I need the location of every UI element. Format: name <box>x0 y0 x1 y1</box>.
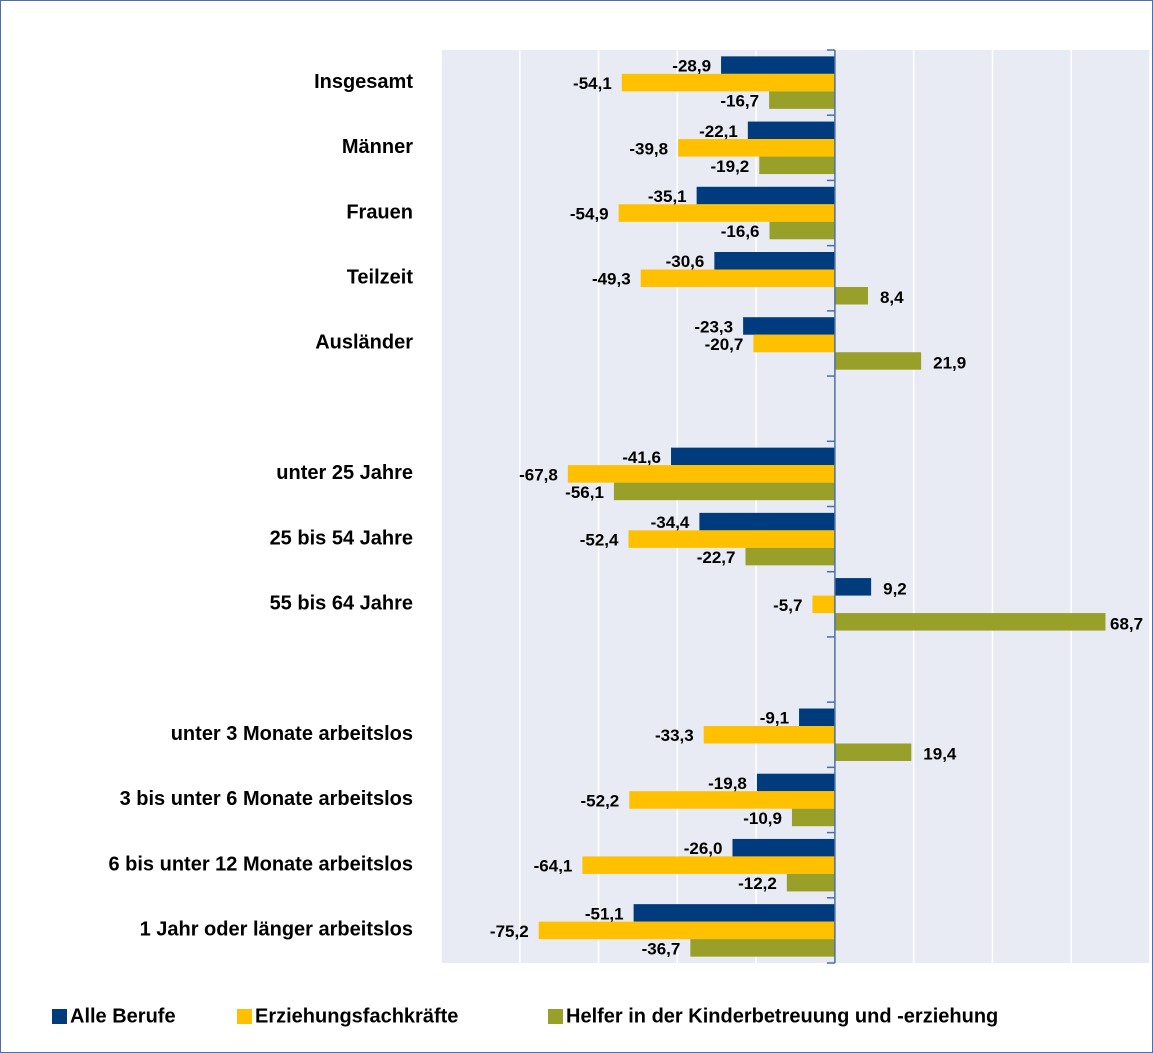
value-label: -22,7 <box>697 548 736 567</box>
bar <box>640 269 835 287</box>
value-label: -30,6 <box>666 252 705 271</box>
value-label: -19,8 <box>708 774 747 793</box>
bar <box>756 773 835 792</box>
bar <box>690 939 835 957</box>
value-label: 9,2 <box>883 579 907 598</box>
bar <box>582 856 835 874</box>
bar <box>671 447 835 466</box>
value-label: 21,9 <box>933 353 966 372</box>
value-label: -28,9 <box>672 57 711 76</box>
bar <box>621 73 835 92</box>
y-tick-label: 3 bis unter 6 Monate arbeitslos <box>120 788 413 810</box>
bar <box>703 726 835 744</box>
value-label: -51,1 <box>585 904 624 923</box>
bar <box>769 221 835 240</box>
y-tick-label: Ausländer <box>315 332 413 354</box>
bar <box>678 139 835 157</box>
bar <box>714 252 835 270</box>
bar <box>732 838 835 857</box>
value-label: 8,4 <box>880 288 904 307</box>
y-tick-label: Männer <box>342 136 413 158</box>
y-tick-label: 55 bis 64 Jahre <box>270 593 413 615</box>
value-label: -12,2 <box>738 874 777 893</box>
legend-swatch <box>548 1009 563 1024</box>
bar <box>786 873 835 892</box>
bar <box>812 595 835 614</box>
bar <box>834 613 1106 631</box>
bar <box>633 904 835 922</box>
value-label: -39,8 <box>629 139 668 158</box>
bar <box>747 121 835 140</box>
value-label: -35,1 <box>648 187 687 206</box>
value-label: -26,0 <box>684 839 723 858</box>
bar <box>613 482 835 501</box>
value-label: -20,7 <box>705 335 744 354</box>
bar <box>743 317 835 335</box>
value-label: -36,7 <box>642 939 681 958</box>
bar <box>834 287 868 305</box>
y-tick-label: 1 Jahr oder länger arbeitslos <box>140 919 413 941</box>
legend-swatch <box>52 1009 67 1024</box>
value-label: -9,1 <box>760 709 789 728</box>
value-label: -5,7 <box>773 596 802 615</box>
bar <box>721 56 835 74</box>
value-label: -16,6 <box>721 222 760 241</box>
bar <box>629 791 835 809</box>
legend-label: Erziehungsfachkräfte <box>255 1005 458 1027</box>
value-label: -34,4 <box>651 513 690 532</box>
bar <box>628 530 835 548</box>
legend-label: Helfer in der Kinderbetreuung und -erzie… <box>566 1005 998 1027</box>
value-label: -54,9 <box>570 205 609 224</box>
value-label: -64,1 <box>534 857 573 876</box>
value-label: -41,6 <box>622 448 661 467</box>
value-label: -33,3 <box>655 726 694 745</box>
bar <box>696 186 835 205</box>
bar <box>538 921 835 940</box>
y-tick-label: Teilzeit <box>347 267 414 289</box>
bar <box>567 465 835 483</box>
value-label: -19,2 <box>711 157 750 176</box>
legend-label: Alle Berufe <box>70 1005 176 1027</box>
bar <box>618 204 835 222</box>
value-label: -75,2 <box>490 922 529 941</box>
legend-swatch <box>237 1009 252 1024</box>
bar <box>834 743 912 761</box>
y-tick-label: 25 bis 54 Jahre <box>270 527 413 549</box>
value-label: -23,3 <box>694 317 733 336</box>
value-label: -49,3 <box>592 270 631 289</box>
value-label: -56,1 <box>565 483 604 502</box>
value-label: 68,7 <box>1110 614 1143 633</box>
value-label: -10,9 <box>743 809 782 828</box>
value-label: -22,1 <box>699 122 738 141</box>
value-label: -52,2 <box>581 791 620 810</box>
y-tick-label: Frauen <box>346 201 413 223</box>
y-tick-label: unter 25 Jahre <box>276 462 413 484</box>
value-label: -52,4 <box>580 531 619 550</box>
bar <box>699 512 835 531</box>
bar <box>799 708 835 726</box>
value-label: 19,4 <box>923 745 957 764</box>
bar <box>791 808 835 827</box>
bar <box>745 547 835 566</box>
bar <box>759 156 835 175</box>
y-tick-label: 6 bis unter 12 Monate arbeitslos <box>108 853 413 875</box>
value-label: -16,7 <box>720 92 759 111</box>
value-label: -67,8 <box>519 465 558 484</box>
y-tick-label: unter 3 Monate arbeitslos <box>171 723 413 745</box>
bar <box>753 334 835 353</box>
bar <box>834 578 872 596</box>
bar <box>769 91 835 109</box>
y-tick-label: Insgesamt <box>314 71 413 93</box>
value-label: -54,1 <box>573 74 612 93</box>
bar <box>834 352 922 370</box>
